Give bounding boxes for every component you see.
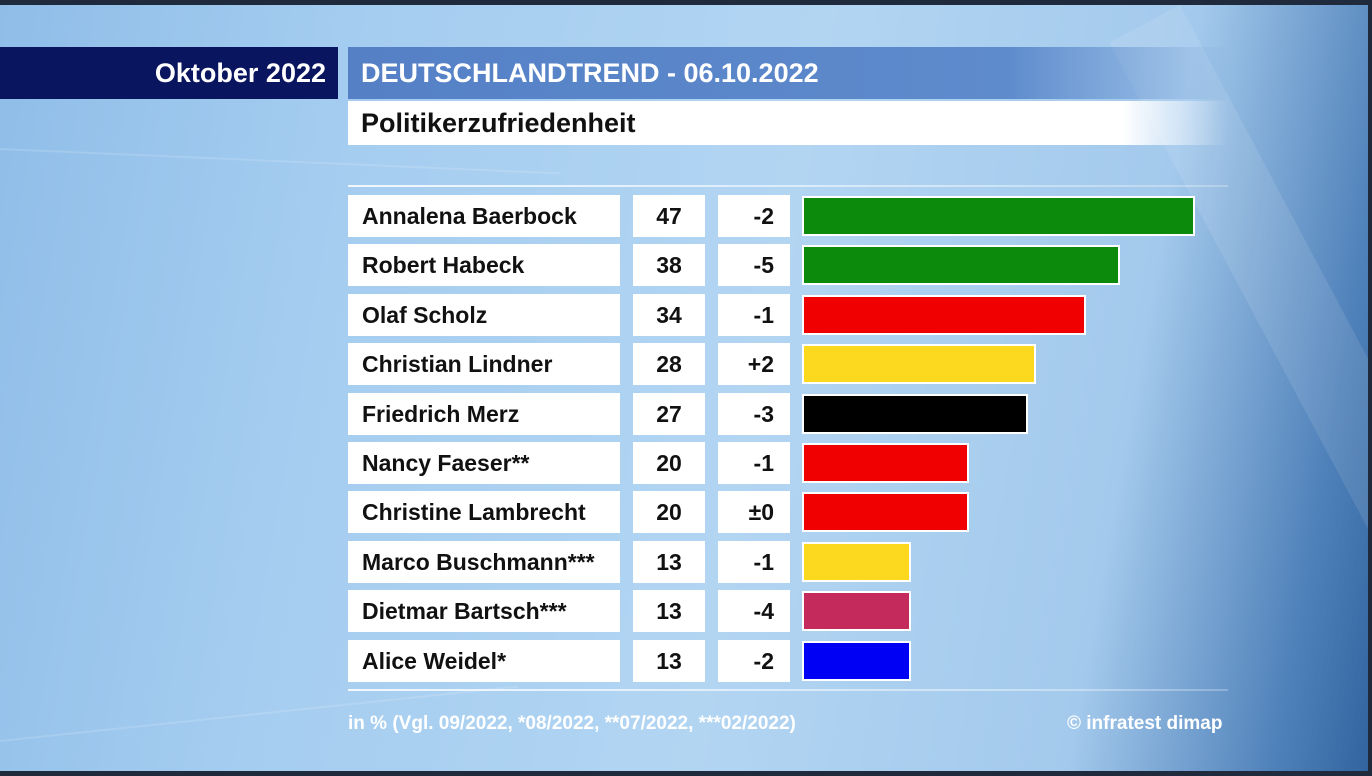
approval-bar (802, 245, 1120, 285)
approval-value: 13 (633, 590, 705, 632)
approval-value: 20 (633, 442, 705, 484)
approval-bar (802, 295, 1086, 335)
approval-value: 34 (633, 294, 705, 336)
bottom-rule (348, 689, 1228, 691)
politician-name: Olaf Scholz (348, 294, 620, 336)
source-credit: © infratest dimap (1067, 713, 1223, 734)
approval-value: 28 (633, 343, 705, 385)
politician-name: Nancy Faeser** (348, 442, 620, 484)
chart-panel: Oktober 2022 DEUTSCHLANDTREND - 06.10.20… (0, 5, 1368, 771)
approval-bar (802, 394, 1028, 434)
politician-name: Robert Habeck (348, 244, 620, 286)
change-value: -1 (718, 442, 790, 484)
background-streak (0, 148, 560, 175)
change-value: -1 (718, 294, 790, 336)
change-value: -2 (718, 195, 790, 237)
politician-name: Dietmar Bartsch*** (348, 590, 620, 632)
approval-value: 38 (633, 244, 705, 286)
approval-bar (802, 542, 911, 582)
chart-subtitle: Politikerzufriedenheit (348, 101, 1228, 145)
politician-name: Marco Buschmann*** (348, 541, 620, 583)
approval-bar (802, 344, 1036, 384)
top-rule (348, 185, 1228, 187)
change-value: -2 (718, 640, 790, 682)
approval-bar (802, 591, 911, 631)
change-value: -1 (718, 541, 790, 583)
approval-value: 47 (633, 195, 705, 237)
approval-value: 13 (633, 541, 705, 583)
footnote: in % (Vgl. 09/2022, *08/2022, **07/2022,… (348, 713, 796, 734)
change-value: ±0 (718, 491, 790, 533)
approval-value: 27 (633, 393, 705, 435)
approval-bar (802, 196, 1195, 236)
trend-title: DEUTSCHLANDTREND - 06.10.2022 (348, 47, 1228, 99)
change-value: -4 (718, 590, 790, 632)
approval-bar (802, 641, 911, 681)
politician-name: Friedrich Merz (348, 393, 620, 435)
change-value: -3 (718, 393, 790, 435)
politician-name: Christian Lindner (348, 343, 620, 385)
approval-bar (802, 443, 969, 483)
politician-name: Christine Lambrecht (348, 491, 620, 533)
approval-value: 13 (633, 640, 705, 682)
approval-value: 20 (633, 491, 705, 533)
politician-name: Alice Weidel* (348, 640, 620, 682)
approval-bar (802, 492, 969, 532)
month-label: Oktober 2022 (0, 47, 338, 99)
change-value: -5 (718, 244, 790, 286)
change-value: +2 (718, 343, 790, 385)
politician-name: Annalena Baerbock (348, 195, 620, 237)
